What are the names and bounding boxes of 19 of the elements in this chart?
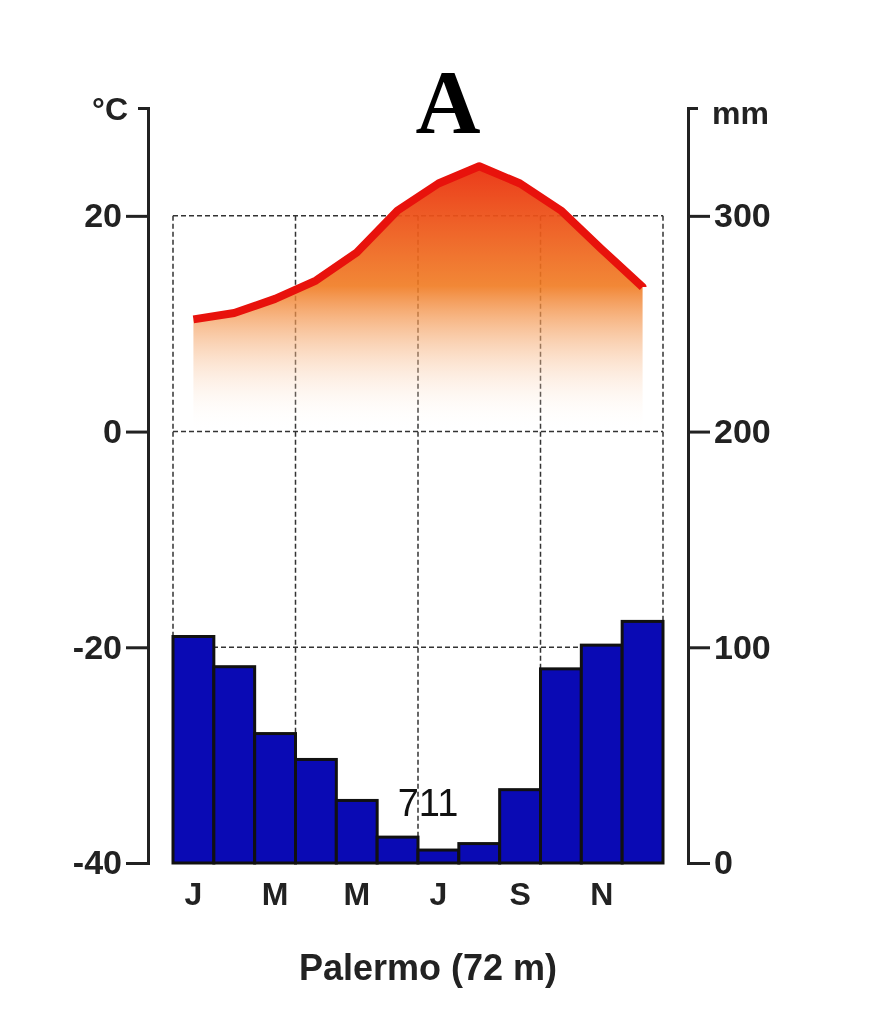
y2-tick-label: 200 [714, 411, 771, 450]
x-tick-label: J [184, 876, 203, 912]
y2-tick-label: 100 [714, 627, 771, 666]
y-tick-label: 0 [103, 411, 122, 450]
y2-tick-label: 0 [714, 843, 733, 882]
x-tick-label: S [509, 876, 531, 912]
y-tick-label: 20 [84, 196, 122, 235]
x-tick-label: N [590, 876, 614, 912]
x-axis-title: Palermo (72 m) [298, 947, 558, 988]
y2-axis-title: mm [712, 95, 769, 131]
x-tick-label: J [429, 876, 448, 912]
y2-tick-label: 300 [714, 196, 771, 235]
x-tick-label: M [343, 876, 371, 912]
chart-title: A [415, 53, 481, 152]
y-axis-title: °C [92, 91, 128, 127]
x-tick-label: M [261, 876, 289, 912]
annotation: 711 [397, 781, 459, 824]
y-tick-label: -40 [72, 843, 122, 882]
y-tick-label: -20 [72, 627, 122, 666]
